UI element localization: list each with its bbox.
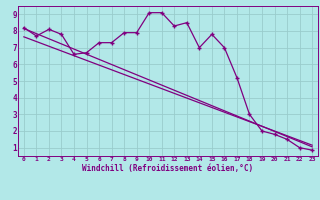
X-axis label: Windchill (Refroidissement éolien,°C): Windchill (Refroidissement éolien,°C) [83, 164, 253, 173]
